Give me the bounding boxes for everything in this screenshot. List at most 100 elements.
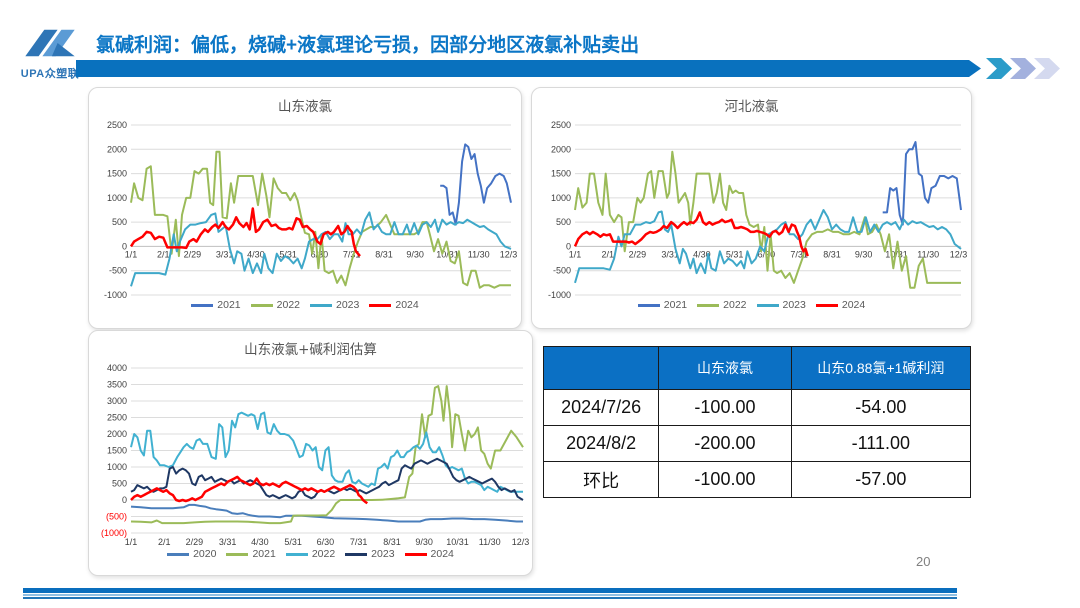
svg-text:(500): (500)	[105, 512, 126, 522]
legend-swatch	[345, 552, 368, 556]
chevron-right-icon	[1010, 58, 1036, 79]
logo-text: UPA众塑联	[20, 68, 80, 80]
svg-text:-1000: -1000	[547, 290, 570, 299]
svg-text:1500: 1500	[550, 169, 570, 179]
legend-swatch	[637, 303, 660, 307]
svg-text:1000: 1000	[550, 193, 570, 203]
table-cell: -100.00	[658, 389, 792, 426]
svg-text:10/31: 10/31	[446, 537, 469, 547]
legend-item: 2023	[756, 299, 806, 311]
svg-text:(1000): (1000)	[100, 528, 126, 538]
table-header: 山东液氯 山东0.88氯+1碱利润	[542, 346, 972, 390]
page-title: 氯碱利润：偏低，烧碱+液氯理论亏损，因部分地区液氯补贴卖出	[96, 35, 640, 56]
table-row: 2024/7/26 -100.00 -54.00	[542, 389, 972, 426]
svg-text:11/30: 11/30	[478, 537, 500, 547]
svg-text:500: 500	[111, 479, 126, 489]
svg-text:0: 0	[122, 241, 127, 251]
legend-swatch	[191, 303, 214, 307]
legend-swatch	[697, 303, 720, 307]
line-chart: -1000 -500 0 500 1000 1500 2000 2500 1/1 2/1 2/29 3…	[104, 120, 517, 299]
chart-legend: 2021 2022 2023 2024	[89, 299, 521, 311]
table-cell: 2024/7/26	[542, 389, 660, 426]
legend-swatch	[756, 303, 779, 307]
legend-item: 2024	[369, 299, 419, 311]
legend-item: 2021	[191, 299, 241, 311]
chart-legend: 2020 2021 2022 2023 2024	[89, 548, 532, 560]
legend-swatch	[250, 303, 273, 307]
svg-text:3000: 3000	[106, 396, 126, 406]
line-chart: -1000 -500 0 500 1000 1500 2000 2500 1/1 2/1 2/29 3…	[547, 120, 966, 299]
chart-legend: 2021 2022 2023 2024	[532, 299, 971, 311]
company-logo: UPA众塑联	[8, 24, 92, 81]
svg-text:10/31: 10/31	[436, 249, 459, 259]
svg-text:1/1: 1/1	[125, 249, 138, 259]
svg-text:1/1: 1/1	[124, 537, 137, 547]
legend-item: 2021	[637, 299, 687, 311]
svg-text:12/31: 12/31	[500, 249, 517, 259]
legend-swatch	[285, 552, 308, 556]
svg-text:3/31: 3/31	[661, 249, 679, 259]
profit-comparison-table: 山东液氯 山东0.88氯+1碱利润 2024/7/26 -100.00 -54.00 2…	[542, 346, 972, 498]
svg-text:4/30: 4/30	[251, 537, 269, 547]
chart-title: 河北液氯	[724, 99, 779, 115]
svg-text:500: 500	[112, 217, 127, 227]
legend-swatch	[310, 303, 332, 307]
legend-item: 2020	[167, 548, 216, 560]
svg-text:2500: 2500	[106, 413, 126, 423]
svg-text:12/31: 12/31	[949, 249, 966, 259]
svg-text:2000: 2000	[107, 144, 127, 154]
svg-text:9/30: 9/30	[415, 537, 433, 547]
svg-text:500: 500	[555, 217, 570, 227]
svg-text:-500: -500	[552, 266, 570, 276]
svg-text:7/31: 7/31	[343, 249, 361, 259]
legend-item: 2022	[697, 299, 747, 311]
legend-swatch	[226, 552, 249, 556]
table-row: 环比 -100.00 -57.00	[542, 461, 972, 498]
svg-text:2/29: 2/29	[185, 537, 203, 547]
svg-text:7/31: 7/31	[349, 537, 367, 547]
chevron-right-icon	[1034, 58, 1060, 79]
legend-item: 2022	[250, 299, 300, 311]
svg-text:8/31: 8/31	[383, 537, 401, 547]
legend-swatch	[369, 303, 392, 307]
svg-text:10/31: 10/31	[885, 249, 908, 259]
table-cell: 环比	[542, 461, 660, 498]
legend-swatch	[404, 552, 427, 556]
table-cell: 2024/8/2	[542, 425, 660, 462]
page-number: 20	[916, 554, 931, 569]
table-cell: -57.00	[790, 461, 972, 498]
svg-text:9/30: 9/30	[854, 249, 872, 259]
svg-text:8/31: 8/31	[823, 249, 841, 259]
line-chart: (1000) (500) 0 500 1000 1500 2000 2500 3000 3500 4…	[100, 363, 528, 547]
svg-text:6/30: 6/30	[316, 537, 334, 547]
legend-item: 2021	[226, 548, 276, 560]
table-cell: -200.00	[658, 425, 792, 462]
svg-text:1000: 1000	[107, 193, 127, 203]
chevron-right-icon	[986, 58, 1012, 79]
footer-divider	[23, 588, 957, 599]
svg-text:0: 0	[565, 241, 570, 251]
svg-text:12/31: 12/31	[511, 537, 528, 547]
table-body: 2024/7/26 -100.00 -54.00 2024/8/2 -200.00 -11…	[542, 389, 972, 498]
table-cell: -54.00	[790, 389, 972, 426]
legend-item: 2023	[310, 299, 359, 311]
chart-title: 山东液氯+碱利润估算	[244, 342, 377, 358]
table-header-cell: 山东0.88氯+1碱利润	[790, 346, 972, 390]
svg-text:2000: 2000	[550, 144, 570, 154]
chart-card-hebei-liquid-chlorine: 河北液氯 -1000 -500 0 500 1000 1500 2000 2500 1/1 2/1…	[531, 87, 972, 329]
svg-text:5/31: 5/31	[725, 249, 743, 259]
svg-text:3500: 3500	[106, 380, 126, 390]
svg-text:5/31: 5/31	[284, 537, 302, 547]
svg-text:1000: 1000	[106, 462, 126, 472]
svg-text:1500: 1500	[107, 169, 127, 179]
chart-card-shandong-chlorine-alkali-profit: 山东液氯+碱利润估算 (1000) (500) 0 500 1000 1500 2000 25…	[88, 330, 533, 576]
chart-title: 山东液氯	[278, 99, 332, 115]
legend-item: 2024	[815, 299, 865, 311]
svg-text:4/30: 4/30	[693, 249, 711, 259]
svg-text:4000: 4000	[106, 363, 126, 373]
svg-text:2/1: 2/1	[601, 249, 614, 259]
logo-mark-icon	[25, 29, 75, 57]
svg-text:8/31: 8/31	[375, 249, 393, 259]
svg-text:2/1: 2/1	[157, 249, 170, 259]
svg-text:9/30: 9/30	[406, 249, 424, 259]
